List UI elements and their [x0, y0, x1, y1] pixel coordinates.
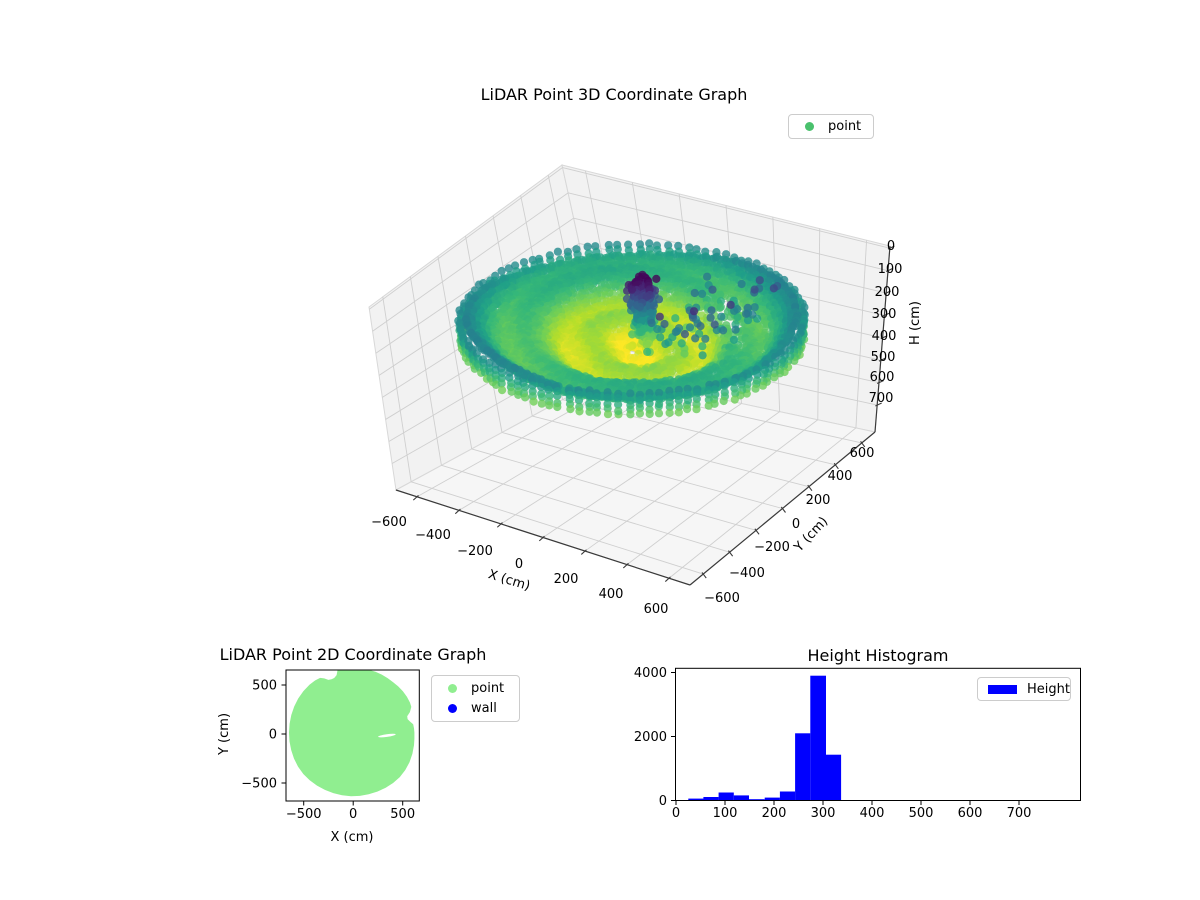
x-tick-label: 500: [390, 807, 415, 822]
histogram-bar: [688, 798, 704, 801]
legend-2d-wall-label: wall: [471, 701, 497, 716]
z-tick-label: 400: [872, 329, 897, 344]
x-tick-label: 400: [860, 806, 885, 821]
x-tick-label: −600: [371, 515, 407, 530]
y-tick-label: −500: [241, 777, 277, 792]
x-tick-label: 0: [672, 806, 680, 821]
x-tick-label: 200: [554, 572, 579, 587]
histogram-bar: [733, 795, 749, 801]
histogram-bar: [718, 792, 734, 801]
y-tick-label: 500: [252, 679, 277, 694]
y-tick-label: 400: [828, 469, 853, 484]
legend-3d-item-point: point: [797, 117, 865, 136]
legend-2d-item-point: point: [440, 679, 511, 699]
plot3d-ticklabels: −600−400−2000200400600−600−400−200020040…: [371, 239, 902, 617]
legend-2d: point wall: [431, 675, 520, 722]
histogram-bar: [764, 797, 780, 801]
plot2d-axes: −500 0 500 500 0 −500: [241, 669, 420, 822]
plot3d-title: LiDAR Point 3D Coordinate Graph: [480, 85, 748, 104]
histogram-title: Height Histogram: [807, 646, 949, 665]
y-tick-label: −400: [729, 566, 765, 581]
point-marker-icon: [805, 122, 814, 131]
histogram-bar: [779, 791, 796, 801]
x-tick-label: 700: [1007, 806, 1032, 821]
plot2d-title: LiDAR Point 2D Coordinate Graph: [219, 645, 487, 664]
x-tick-label: 200: [762, 806, 787, 821]
x-tick-label: 0: [349, 807, 357, 822]
y-tick-label: 600: [850, 446, 875, 461]
y-tick-label: 0: [269, 728, 277, 743]
histogram-bar: [795, 733, 811, 801]
z-tick-label: 100: [878, 262, 903, 277]
x-tick-label: 600: [958, 806, 983, 821]
z-tick-label: 200: [875, 285, 900, 300]
legend-histogram: Height: [977, 677, 1071, 701]
legend-3d: point: [788, 114, 874, 139]
y-tick-label: −600: [704, 591, 740, 606]
axis2d-x-label: X (cm): [331, 830, 374, 845]
y-tick-label: 0: [792, 517, 800, 532]
legend-2d-point-label: point: [471, 681, 505, 696]
z-tick-label: 500: [871, 350, 896, 365]
histogram-axes: 0 100 200 300 400 500 600 700 0 2000 4000: [634, 666, 1081, 821]
wall-marker-icon: [448, 704, 457, 713]
x-tick-label: 0: [515, 557, 523, 572]
x-tick-label: −400: [415, 528, 451, 543]
x-tick-label: 300: [811, 806, 836, 821]
y-tick-label: 0: [659, 794, 667, 809]
y-tick-label: 4000: [634, 666, 667, 681]
legend-3d-point-label: point: [828, 119, 862, 134]
axis3d-x-label: X (cm): [486, 567, 532, 594]
x-tick-label: 100: [713, 806, 738, 821]
axis2d-y-label: Y (cm): [217, 713, 232, 756]
legend-histogram-label: Height: [1027, 681, 1070, 697]
point-marker-icon: [448, 684, 457, 693]
axis3d-z-label: H (cm): [908, 301, 923, 345]
histogram-bar: [703, 797, 719, 801]
legend-2d-item-wall: wall: [440, 699, 511, 719]
point-footprint: [289, 670, 415, 797]
y-tick-label: 200: [806, 493, 831, 508]
z-tick-label: 0: [887, 239, 895, 254]
legend-histogram-item: Height: [986, 680, 1070, 698]
x-tick-label: 600: [644, 602, 669, 617]
z-tick-label: 300: [872, 307, 897, 322]
z-tick-label: 700: [869, 391, 894, 406]
x-tick-label: 400: [599, 587, 624, 602]
x-tick-label: −500: [286, 807, 322, 822]
x-tick-label: 500: [909, 806, 934, 821]
z-tick-label: 600: [870, 370, 895, 385]
x-tick-label: −200: [457, 544, 493, 559]
histogram-bar: [749, 799, 765, 801]
y-tick-label: −200: [754, 540, 790, 555]
y-tick-label: 2000: [634, 730, 667, 745]
histogram-bar: [825, 754, 842, 801]
histogram-bar: [810, 675, 826, 801]
height-swatch-icon: [988, 684, 1017, 694]
plot3d-points: [454, 239, 809, 419]
